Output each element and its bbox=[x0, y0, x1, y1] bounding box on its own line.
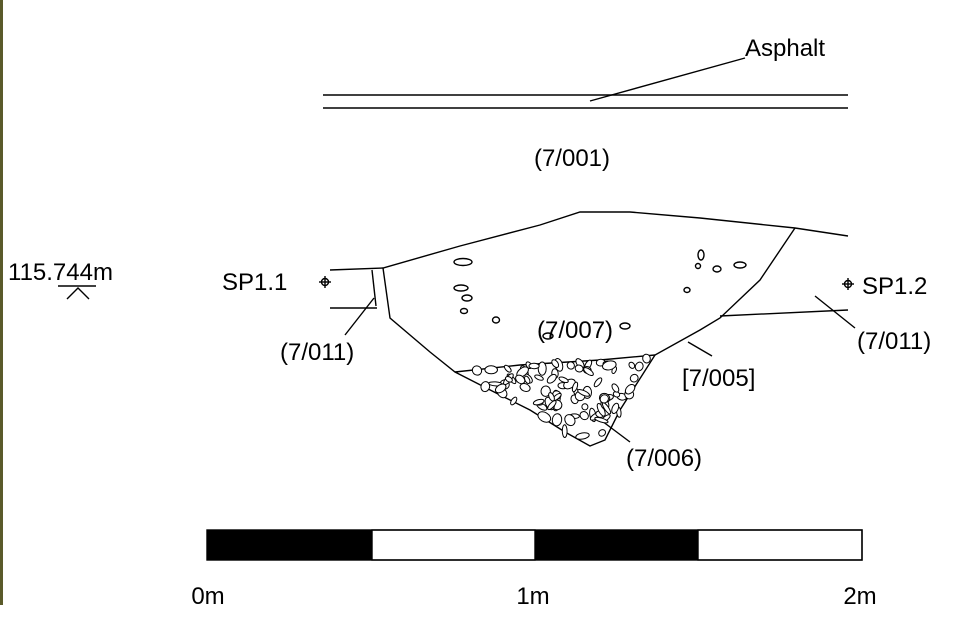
pebble bbox=[642, 353, 651, 364]
context-label: (7/007) bbox=[537, 317, 613, 344]
scale-bar bbox=[206, 529, 863, 561]
context-label: (7/001) bbox=[534, 145, 610, 172]
pebble bbox=[494, 383, 507, 394]
context-label: [7/005] bbox=[682, 365, 755, 392]
inclusions bbox=[453, 249, 747, 340]
pebble bbox=[583, 367, 594, 377]
pebble bbox=[561, 424, 568, 438]
scale-label: 0m bbox=[191, 583, 224, 610]
pebble bbox=[546, 373, 557, 384]
datum: 115.744m bbox=[8, 259, 113, 300]
scale-label: 2m bbox=[843, 583, 876, 610]
pebble bbox=[593, 377, 603, 388]
pebble bbox=[598, 429, 607, 437]
scale-label: 1m bbox=[516, 583, 549, 610]
pebble bbox=[532, 398, 545, 406]
pebble bbox=[581, 403, 589, 411]
pebble bbox=[515, 374, 526, 385]
pebble bbox=[634, 361, 644, 372]
survey-marker bbox=[319, 276, 331, 288]
pebble bbox=[537, 411, 552, 423]
pebble bbox=[547, 400, 557, 411]
pebble bbox=[503, 364, 512, 373]
pebble bbox=[574, 364, 584, 373]
pebble bbox=[564, 414, 576, 427]
pebble bbox=[629, 373, 639, 383]
pebble bbox=[594, 416, 609, 424]
context-label: (7/006) bbox=[626, 445, 702, 472]
asphalt-label: Asphalt bbox=[745, 35, 825, 62]
survey-marker bbox=[842, 278, 854, 290]
pebble bbox=[537, 361, 547, 376]
survey-point-label: SP1.1 bbox=[222, 269, 287, 296]
asphalt: Asphalt bbox=[323, 35, 848, 109]
pebble bbox=[602, 360, 617, 371]
pebble bbox=[575, 432, 590, 440]
pebble bbox=[624, 383, 636, 395]
datum-label: 115.744m bbox=[8, 259, 113, 286]
pebble bbox=[528, 362, 540, 370]
pebble bbox=[534, 374, 544, 381]
pebble bbox=[558, 376, 569, 384]
pebble bbox=[599, 394, 609, 404]
pebble bbox=[566, 361, 575, 370]
context-label: (7/011) bbox=[857, 328, 931, 355]
pebble bbox=[571, 381, 579, 393]
pebble bbox=[510, 396, 518, 406]
survey-point-label: SP1.2 bbox=[862, 273, 927, 300]
pebble bbox=[471, 365, 483, 376]
pebble bbox=[628, 361, 636, 369]
context-label: (7/011) bbox=[280, 339, 354, 366]
pebble bbox=[551, 413, 563, 427]
pebble bbox=[611, 402, 620, 415]
section-lines bbox=[329, 211, 856, 447]
stone-fill bbox=[471, 353, 651, 440]
pebble bbox=[611, 383, 620, 393]
pebble bbox=[484, 365, 498, 375]
pebble bbox=[579, 411, 589, 421]
pebble bbox=[504, 376, 513, 383]
pebble bbox=[519, 383, 531, 392]
pebble bbox=[551, 359, 560, 368]
pebble bbox=[577, 389, 591, 397]
pebble bbox=[480, 381, 491, 393]
